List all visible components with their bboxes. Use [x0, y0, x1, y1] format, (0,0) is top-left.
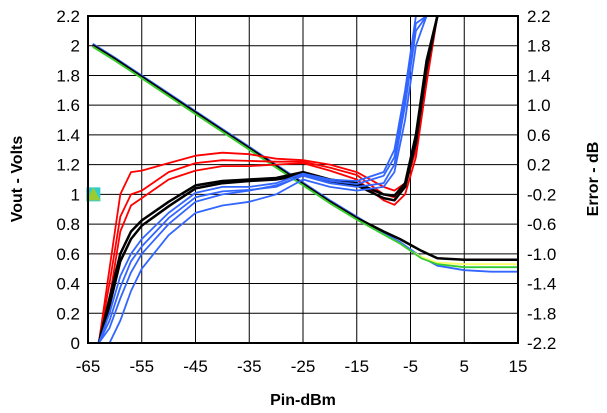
y2-tick-label: -1.0	[527, 245, 556, 264]
x-tick-label: -25	[291, 357, 316, 376]
x-tick-label: -5	[403, 357, 418, 376]
y-tick-label: 1.6	[56, 96, 80, 115]
x-tick-label: -35	[237, 357, 262, 376]
y2-tick-label: -1.8	[527, 304, 556, 323]
y2-tick-label: -1.4	[527, 275, 556, 294]
y-tick-label: 0	[71, 334, 80, 353]
y2-tick-label: 0.2	[527, 156, 551, 175]
y2-tick-label: 0.6	[527, 126, 551, 145]
y2-tick-label: 1.4	[527, 66, 551, 85]
y-tick-label: 1.4	[56, 126, 80, 145]
y-tick-label: 1.8	[56, 66, 80, 85]
x-tick-label: -65	[76, 357, 101, 376]
x-axis-title: Pin-dBm	[270, 392, 336, 409]
x-tick-label: -45	[183, 357, 208, 376]
y2-tick-label: 1.0	[527, 96, 551, 115]
y2-tick-label: -2.2	[527, 334, 556, 353]
y-tick-label: 2	[71, 37, 80, 56]
y-tick-label: 2.2	[56, 7, 80, 26]
y2-tick-label: 1.8	[527, 37, 551, 56]
x-tick-label: 15	[509, 357, 528, 376]
x-tick-label: 5	[460, 357, 469, 376]
y2-tick-label: 2.2	[527, 7, 551, 26]
y-tick-label: 0.6	[56, 245, 80, 264]
y-tick-label: 0.4	[56, 275, 80, 294]
y-tick-label: 1	[71, 185, 80, 204]
y-tick-label: 0.2	[56, 304, 80, 323]
y2-axis-title: Error - dB	[585, 142, 602, 217]
x-tick-label: -55	[129, 357, 154, 376]
y-tick-label: 1.2	[56, 156, 80, 175]
y2-tick-label: -0.6	[527, 215, 556, 234]
y-axis-title: Vout - Volts	[9, 136, 26, 223]
y-tick-label: 0.8	[56, 215, 80, 234]
y2-tick-label: -0.2	[527, 185, 556, 204]
x-tick-label: -15	[344, 357, 369, 376]
